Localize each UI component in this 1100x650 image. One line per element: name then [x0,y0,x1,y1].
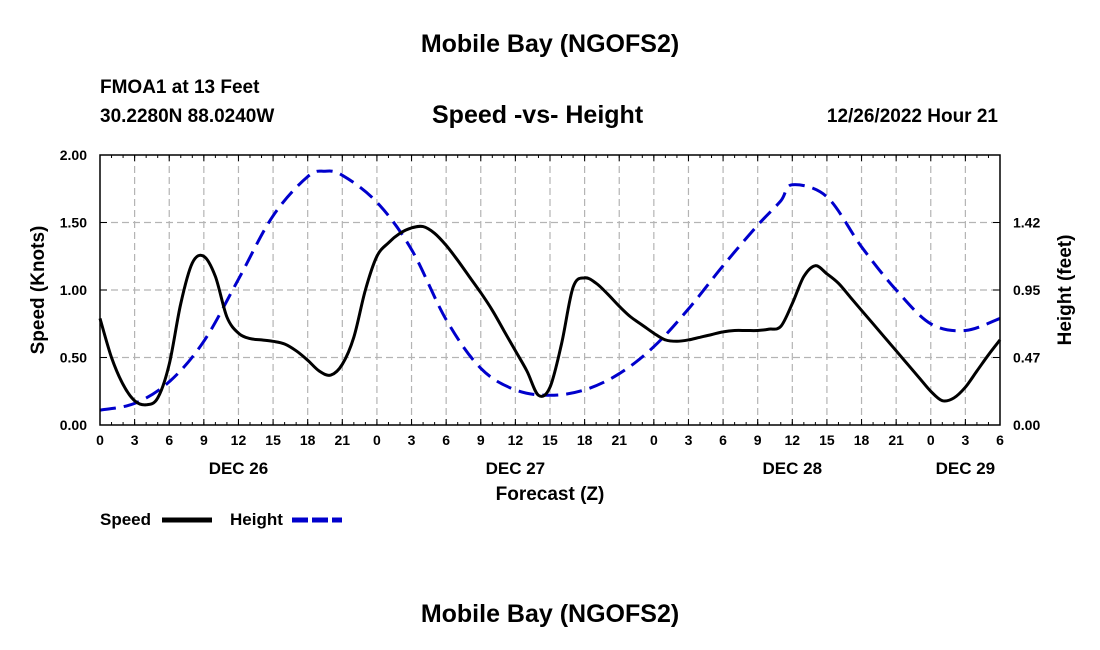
x-tick-label: 18 [300,432,316,448]
station-label: FMOA1 at 13 Feet [100,77,260,98]
x-tick-label: 3 [685,432,693,448]
x-tick-label: 15 [819,432,835,448]
y2-tick-label: 1.42 [1013,215,1040,231]
x-tick-label: 0 [96,432,104,448]
x-tick-label: 3 [408,432,416,448]
x-tick-label: 9 [754,432,762,448]
y2-axis-title: Height (feet) [1055,235,1076,346]
x-tick-label: 6 [442,432,450,448]
footer-title: Mobile Bay (NGOFS2) [420,600,680,628]
height-series-line [99,169,1001,412]
x-tick-label: 6 [719,432,727,448]
forecast-datetime: 12/26/2022 Hour 21 [826,106,998,127]
y-tick-label: 1.00 [60,282,87,298]
y-axis-title: Speed (Knots) [28,226,49,355]
legend-height-label: Height [230,510,283,529]
x-axis-title: Forecast (Z) [496,484,605,505]
chart-title: Mobile Bay (NGOFS2) [420,30,680,58]
x-tick-label: 9 [200,432,208,448]
speed-series-line [98,224,1002,407]
x-tick-label: 18 [854,432,870,448]
y-tick-label: 0.50 [60,350,87,366]
x-tick-label: 21 [335,432,351,448]
date-label: DEC 29 [936,459,996,478]
plot-frame [99,154,1001,426]
y-tick-label: 2.00 [60,147,87,163]
x-tick-label: 0 [650,432,658,448]
y-tick-label: 0.00 [60,417,87,433]
x-tick-label: 15 [542,432,558,448]
legend-speed-label: Speed [100,510,151,529]
x-tick-label: 3 [961,432,969,448]
x-tick-label: 12 [785,432,801,448]
x-tick-label: 12 [508,432,524,448]
date-label: DEC 27 [486,459,546,478]
x-tick-label: 9 [477,432,485,448]
y2-tick-label: 0.47 [1013,350,1040,366]
x-tick-label: 6 [165,432,173,448]
coordinates-label: 30.2280N 88.0240W [100,106,275,127]
x-tick-label: 12 [231,432,247,448]
date-label: DEC 28 [763,459,823,478]
chart-subtitle: Speed -vs- Height [432,101,644,129]
x-tick-label: 3 [131,432,139,448]
x-tick-label: 15 [265,432,281,448]
date-label: DEC 26 [209,459,269,478]
x-tick-label: 18 [577,432,593,448]
x-tick-label: 6 [996,432,1004,448]
x-tick-label: 0 [927,432,935,448]
x-tick-label: 0 [373,432,381,448]
y-tick-label: 1.50 [60,215,87,231]
x-tick-label: 21 [888,432,904,448]
y2-tick-label: 0.00 [1013,417,1040,433]
x-tick-label: 21 [611,432,627,448]
y2-tick-label: 0.95 [1013,282,1040,298]
